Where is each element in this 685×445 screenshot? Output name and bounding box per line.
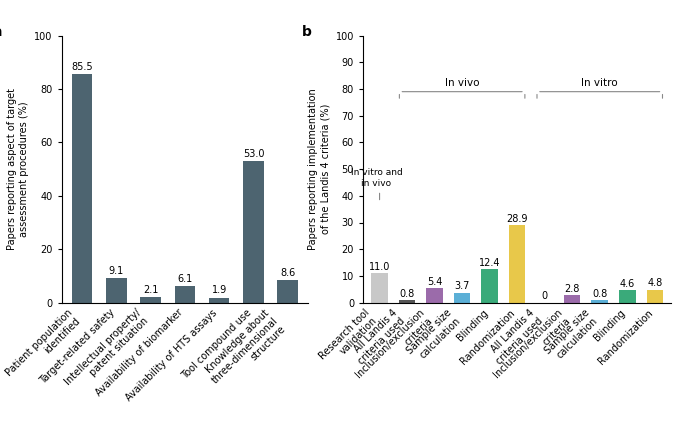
Text: 4.8: 4.8 [647,279,662,288]
Text: 5.4: 5.4 [427,277,443,287]
Text: 2.8: 2.8 [564,284,580,294]
Bar [277,279,298,303]
Bar [209,298,229,303]
Text: 4.6: 4.6 [620,279,635,289]
Text: 0.8: 0.8 [592,289,608,299]
Text: 85.5: 85.5 [71,62,93,72]
Y-axis label: Papers reporting aspect of target
assessment procedures (%): Papers reporting aspect of target assess… [7,88,29,250]
Bar [454,293,471,303]
Bar [564,295,580,303]
Text: In vitro: In vitro [582,78,618,88]
Bar [72,74,92,303]
Text: b: b [301,25,311,39]
Text: 0.8: 0.8 [399,289,414,299]
Y-axis label: Papers reporting implementation
of the Landis 4 criteria (%): Papers reporting implementation of the L… [308,88,330,250]
Text: 28.9: 28.9 [506,214,528,224]
Text: 12.4: 12.4 [479,258,501,268]
Text: 8.6: 8.6 [280,267,295,278]
Text: 3.7: 3.7 [454,281,470,291]
Text: In vitro and
in vivo: In vitro and in vivo [351,168,402,188]
Bar [591,300,608,303]
Text: 9.1: 9.1 [109,266,124,276]
Text: 53.0: 53.0 [242,149,264,159]
Bar [371,273,388,303]
Bar [619,290,636,303]
Text: 1.9: 1.9 [212,285,227,295]
Bar [647,290,663,303]
Text: In vivo: In vivo [445,78,479,88]
Text: a: a [0,25,2,39]
Bar [399,300,415,303]
Bar [509,226,525,303]
Text: 0: 0 [542,291,548,301]
Bar [175,286,195,303]
Text: 11.0: 11.0 [369,262,390,272]
Bar [482,270,498,303]
Bar [140,297,161,303]
Bar [106,278,127,303]
Bar [243,161,264,303]
Text: 6.1: 6.1 [177,274,192,284]
Bar [426,288,443,303]
Text: 2.1: 2.1 [143,285,158,295]
